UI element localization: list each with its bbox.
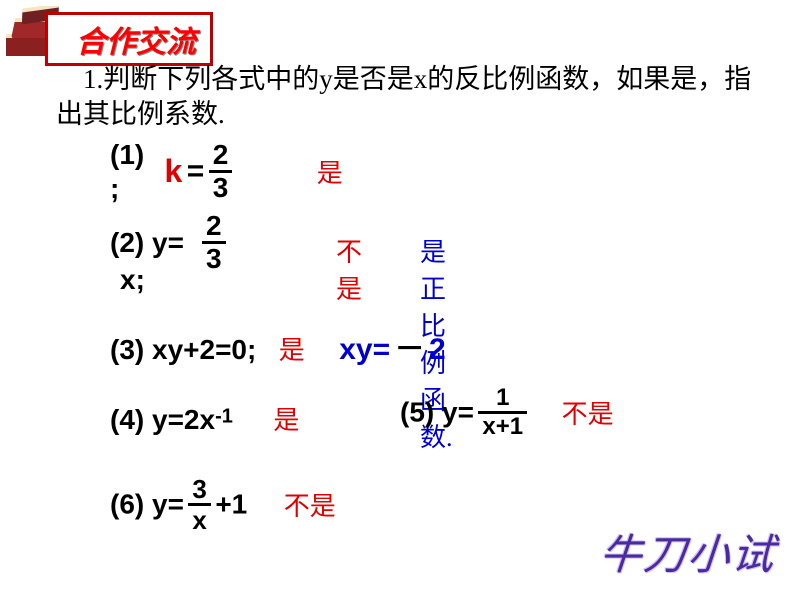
item-2-label: (2) y= xyxy=(110,226,210,260)
item-6-plus: +1 xyxy=(215,489,247,520)
item-1-k: k xyxy=(164,153,182,189)
item-4-answer: 是 xyxy=(273,406,299,435)
item-2-tail: x; xyxy=(120,264,145,296)
item-2-frac: 2 3 xyxy=(202,212,226,273)
item-1-eq: = xyxy=(187,155,205,188)
item-5-frac: 1 x+1 xyxy=(478,386,527,439)
item-4-sup: -1 xyxy=(215,406,233,428)
item-2-answer1: 不是 xyxy=(336,232,362,306)
item-6: (6) y= 3 x +1 不是 xyxy=(110,476,336,533)
item-3-val: 2 xyxy=(429,333,446,366)
item-5: (5) y= 1 x+1 不是 xyxy=(400,386,614,439)
item-4-label: (4) y=2x xyxy=(110,404,215,435)
item-1: (1) ; k = 2 3 是 xyxy=(110,138,343,205)
item-1-answer: 是 xyxy=(317,159,343,188)
item-3-label: (3) xy+2=0; xyxy=(110,334,256,365)
header-banner: 合作交流 xyxy=(45,12,213,66)
item-1-frac: 2 3 xyxy=(209,141,233,202)
item-5-label: (5) y= xyxy=(400,397,474,428)
item-6-label: (6) y= xyxy=(110,489,184,520)
item-3: (3) xy+2=0; 是 xy= － 2 xyxy=(110,324,446,368)
item-4: (4) y=2x-1 是 xyxy=(110,400,299,437)
corner-calligraphy: 牛刀小试 xyxy=(597,521,778,582)
item-3-extra-lhs: xy= xyxy=(339,333,390,366)
item-1-label: (1) ; xyxy=(110,138,160,205)
header-title: 合作交流 xyxy=(76,26,196,59)
item-3-answer: 是 xyxy=(279,336,305,365)
item-6-frac: 3 x xyxy=(188,476,210,533)
item-2: (2) y= 2 3 x; 不是 是正比例函数. xyxy=(110,226,210,260)
question-text: 1.判断下列各式中的y是否是x的反比例函数，如果是，指出其比例系数. xyxy=(56,62,776,132)
item-5-answer: 不是 xyxy=(562,400,614,429)
item-3-neg: － xyxy=(395,333,425,366)
item-6-answer: 不是 xyxy=(284,492,336,521)
